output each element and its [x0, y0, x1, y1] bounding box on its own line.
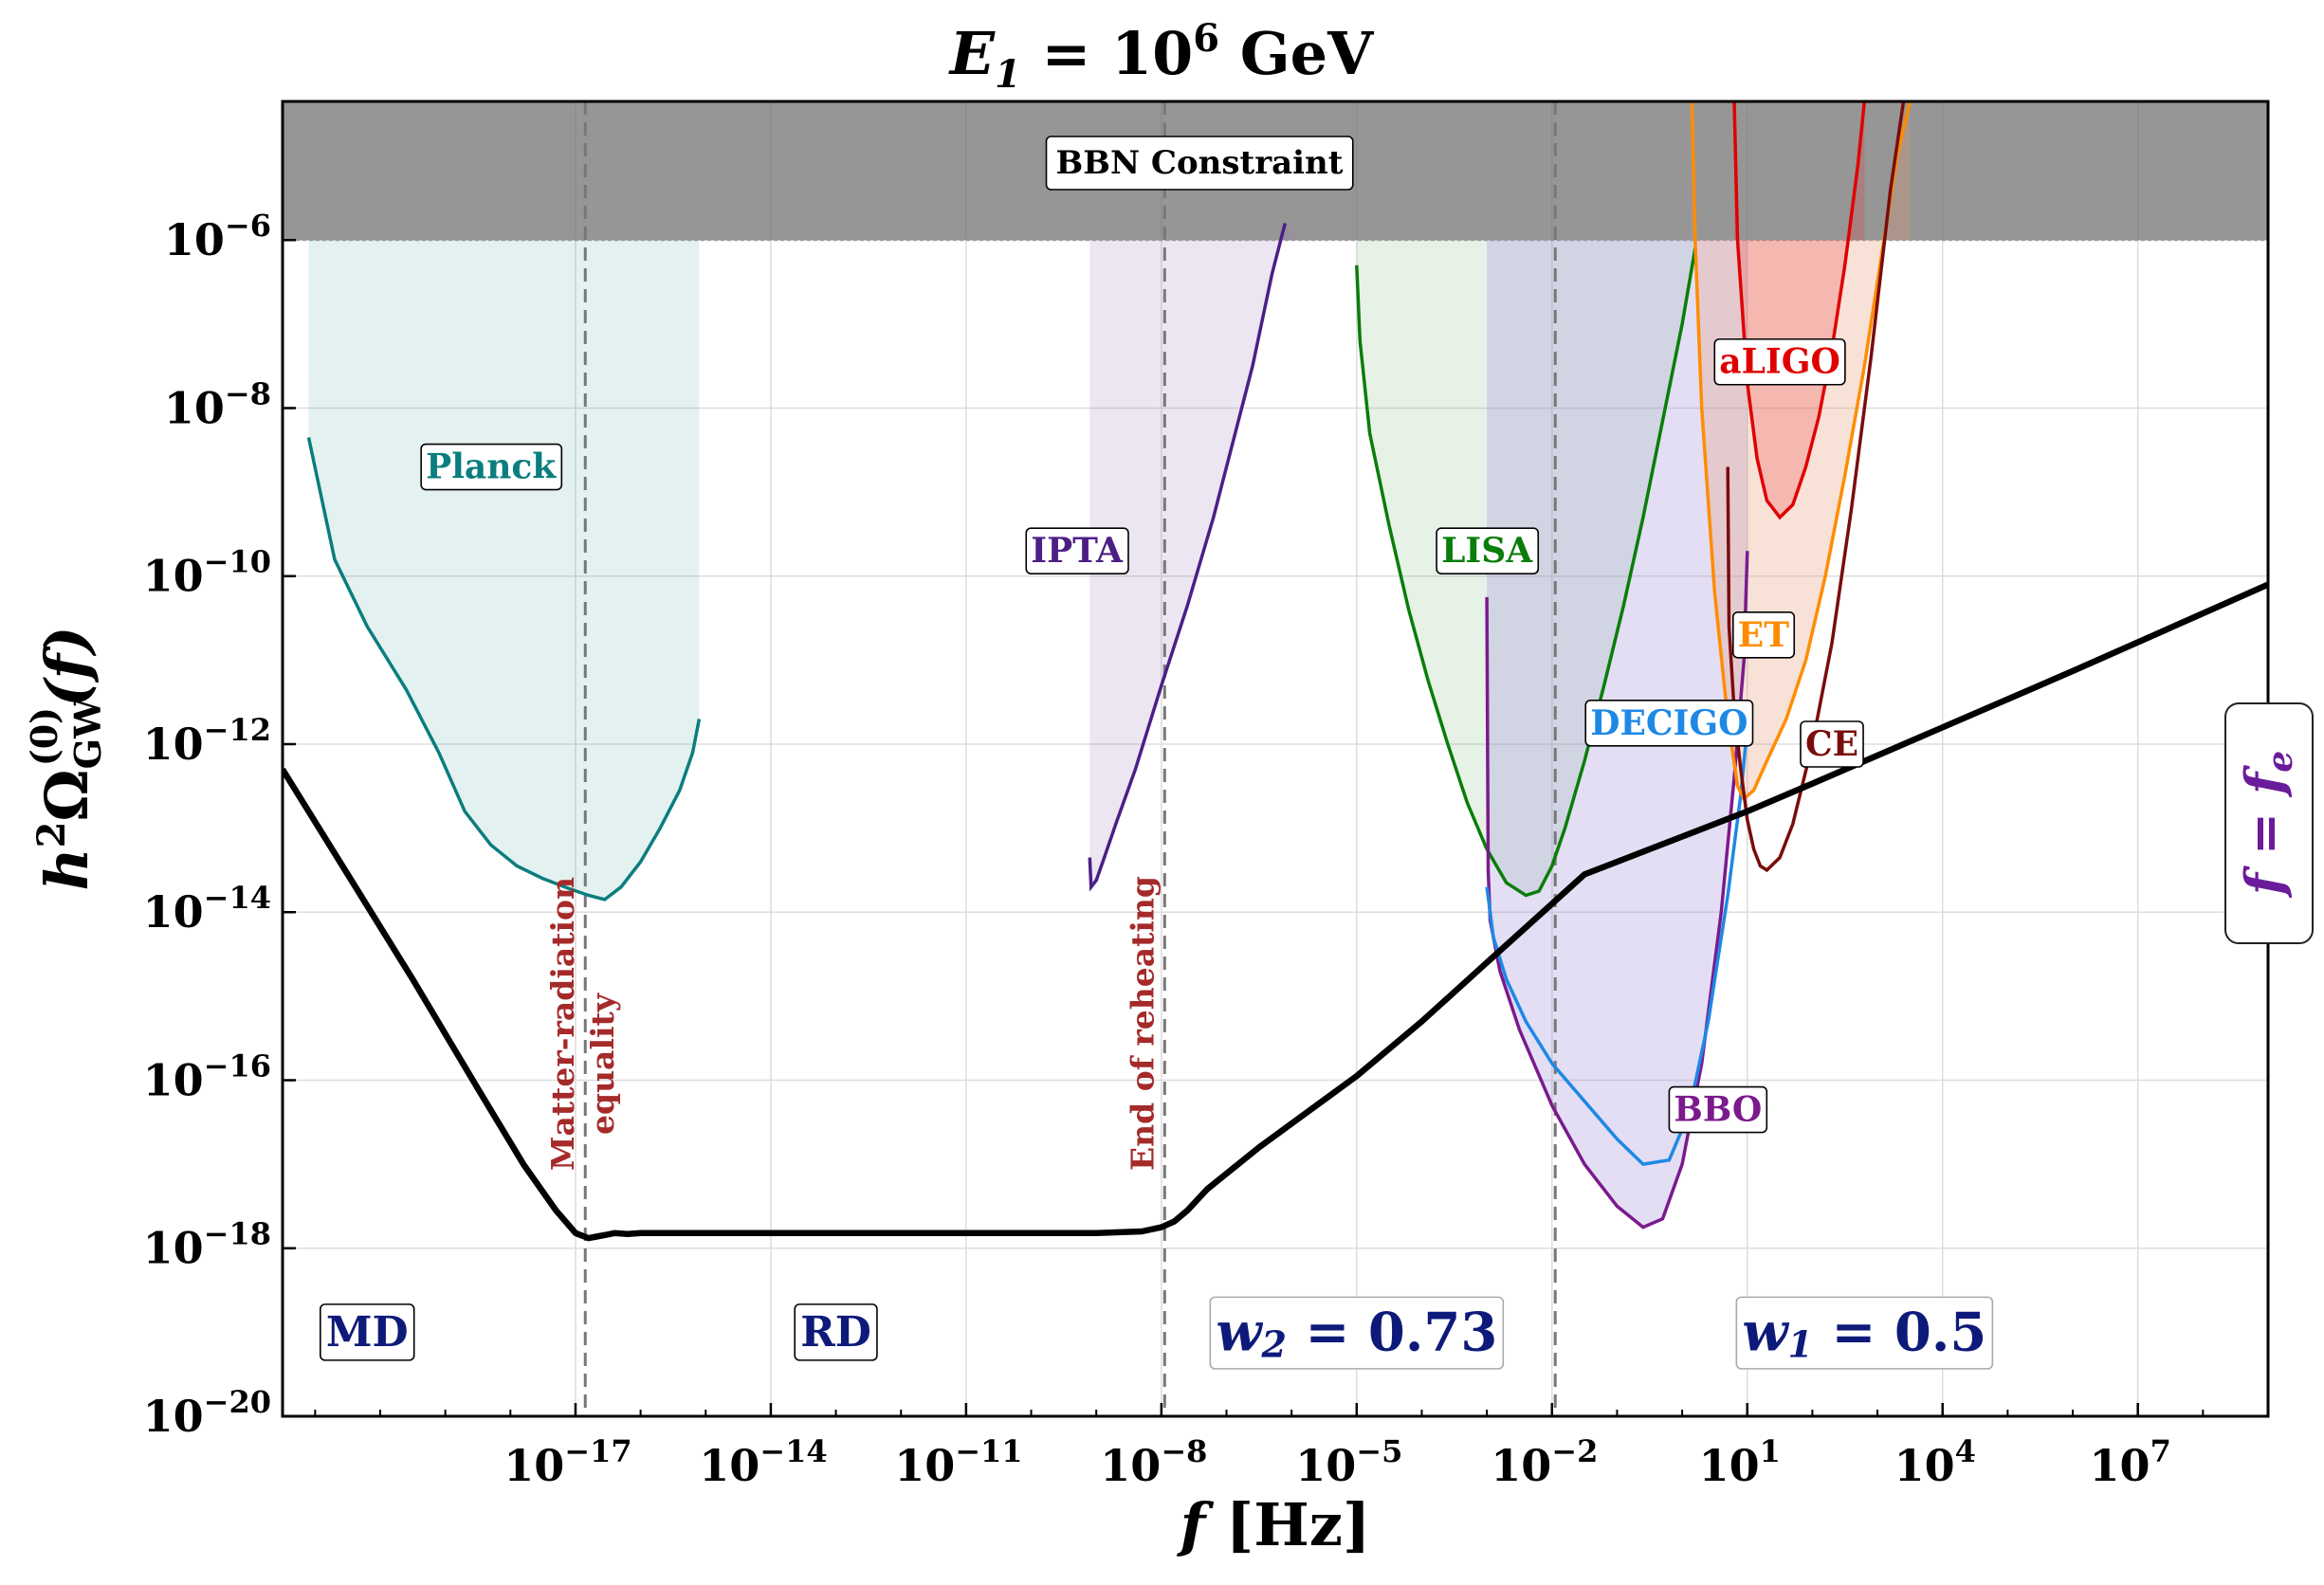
svg-text:LISA: LISA	[1441, 531, 1533, 571]
y-tick-label: 10−20	[143, 1384, 271, 1442]
x-tick-label: 10−11	[894, 1433, 1022, 1491]
detector-label-bbo: BBO	[1668, 1085, 1768, 1134]
detector-curve-lisa	[1355, 247, 1697, 898]
y-tick-label: 10−18	[143, 1216, 271, 1274]
detector-label-decigo: DECIGO	[1584, 700, 1754, 747]
x-tick-label: 101	[1699, 1433, 1781, 1491]
svg-text:CE: CE	[1805, 724, 1858, 764]
detector-curve-planck	[306, 437, 702, 902]
side-label-f-equals-fe: f = fe	[2224, 702, 2314, 944]
svg-text:aLIGO: aLIGO	[1719, 342, 1840, 382]
y-axis-label: h2ΩGW(0)(f)	[23, 626, 109, 890]
era-label-w: w2 = 0.73	[1209, 1296, 1505, 1370]
era-boundary-label: End of reheating	[1124, 876, 1161, 1171]
era-boundaries	[583, 101, 1557, 1416]
x-tick-label: 10−5	[1295, 1433, 1402, 1491]
svg-text:IPTA: IPTA	[1031, 531, 1124, 571]
y-tick-label: 10−16	[143, 1048, 271, 1105]
detector-fill-aligo	[1734, 101, 1865, 518]
era-label-w: w1 = 0.5	[1735, 1296, 1994, 1370]
detector-label-lisa: LISA	[1436, 527, 1540, 574]
y-axis-ticks: 10−6 10−8 10−10 10−12 10−14 10−16 10−18 10−20	[143, 208, 296, 1442]
detector-label-et: ET	[1732, 610, 1796, 659]
svg-text:f = fe: f = fe	[2234, 751, 2300, 899]
x-tick-label: 10−17	[503, 1433, 631, 1491]
chart-title: E1 = 106 GeV	[948, 16, 1374, 97]
svg-text:ET: ET	[1738, 615, 1789, 655]
era-label-rd: RD	[794, 1303, 878, 1361]
detector-curve-ipta	[1088, 223, 1287, 892]
svg-text:BBO: BBO	[1674, 1090, 1762, 1130]
y-tick-label: 10−14	[143, 880, 271, 938]
y-tick-label: 10−6	[164, 208, 271, 265]
era-boundary-label: Matter-radiation	[544, 877, 581, 1171]
x-tick-label: 10−2	[1491, 1433, 1598, 1491]
svg-text:w1 = 0.5: w1 = 0.5	[1742, 1301, 1986, 1365]
annotations: Matter-radiation equality End of reheating…	[320, 136, 1994, 1370]
detector-fill-planck	[308, 240, 700, 900]
era-boundary-label: equality	[584, 993, 621, 1135]
x-tick-label: 104	[1894, 1433, 1976, 1491]
svg-text:w2 = 0.73: w2 = 0.73	[1216, 1301, 1497, 1365]
signal-curve	[283, 581, 2268, 1242]
x-axis-ticks: 10−17 10−14 10−11 10−8 10−5 10−2 101 104 107	[314, 1403, 2269, 1491]
y-tick-label: 10−12	[143, 712, 271, 770]
detector-curves	[306, 101, 1912, 1230]
signal-line	[283, 581, 2268, 1242]
detector-curve-decigo	[1485, 727, 1749, 1166]
x-tick-label: 107	[2090, 1433, 2171, 1491]
y-tick-label: 10−10	[143, 544, 271, 602]
detector-curve-et	[1690, 101, 1912, 802]
detector-label-planck: Planck	[420, 443, 563, 491]
y-tick-label: 10−8	[164, 375, 271, 433]
svg-text:RD: RD	[800, 1308, 871, 1357]
svg-text:BBN Constraint: BBN Constraint	[1056, 144, 1344, 182]
x-tick-label: 10−8	[1100, 1433, 1207, 1491]
bbn-label: BBN Constraint	[1045, 136, 1354, 191]
detector-label-aligo: aLIGO	[1713, 337, 1846, 386]
svg-text:MD: MD	[326, 1308, 409, 1357]
detector-label-ce: CE	[1800, 720, 1864, 768]
era-label-md: MD	[320, 1303, 415, 1361]
svg-text:Planck: Planck	[426, 447, 557, 487]
x-tick-label: 10−14	[699, 1433, 827, 1491]
x-axis-label: f [Hz]	[1177, 1490, 1371, 1559]
svg-text:DECIGO: DECIGO	[1590, 703, 1748, 743]
detector-label-ipta: IPTA	[1025, 527, 1129, 574]
